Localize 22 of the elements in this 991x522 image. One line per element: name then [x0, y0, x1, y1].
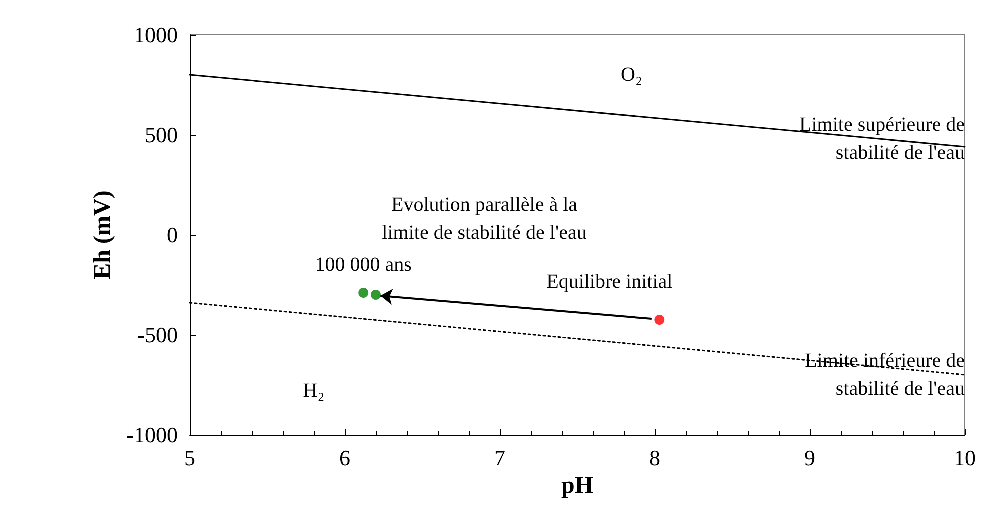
x-tick-label: 9 — [804, 446, 816, 470]
y-tick-label: -1000 — [126, 422, 178, 448]
x-tick-label: 5 — [184, 446, 196, 470]
y-tick-label: 500 — [145, 122, 178, 148]
y-axis-title: Eh (mV) — [90, 190, 116, 280]
x-tick-label: 8 — [650, 446, 660, 470]
y-tick-label: 1000 — [134, 22, 178, 48]
annotation: Equilibre initial — [546, 271, 674, 293]
y-tick-label: -500 — [138, 322, 178, 348]
x-axis-title: pH — [561, 472, 594, 499]
point — [654, 315, 665, 325]
annotation: Limite supérieure de stabilité de l'eau — [800, 114, 966, 164]
annotation: O₂ — [621, 64, 642, 86]
x-tick-label: 7 — [494, 446, 506, 470]
x-tick-label: 6 — [340, 446, 350, 470]
y-tick-label: 0 — [167, 222, 178, 248]
point — [358, 288, 369, 298]
annotation: H₂ — [303, 380, 325, 402]
annotation: Evolution parallèle à la limite de stabilité de l'eau — [382, 194, 587, 244]
point — [371, 290, 381, 300]
annotation: 100 000 ans — [315, 254, 412, 276]
x-tick-label: 10 — [954, 446, 976, 470]
